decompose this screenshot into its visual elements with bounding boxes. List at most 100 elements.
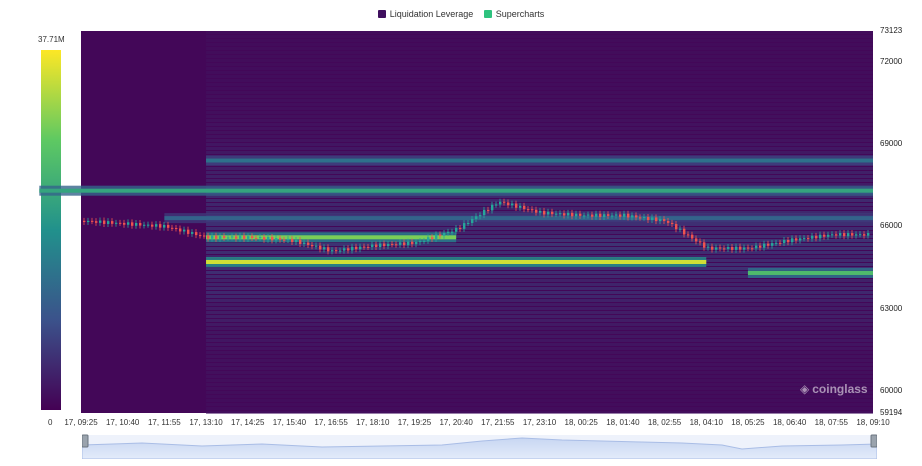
range-navigator[interactable] <box>82 433 877 459</box>
candle <box>831 234 834 236</box>
candle <box>827 234 830 237</box>
candle <box>803 238 806 240</box>
legend-swatch <box>377 10 386 18</box>
candle <box>755 245 758 249</box>
candle <box>199 235 202 237</box>
candle <box>263 237 266 240</box>
candle <box>251 236 254 239</box>
navigator-right-handle[interactable] <box>870 434 877 448</box>
heatmap-row <box>206 47 874 50</box>
candle <box>215 235 218 239</box>
heatmap-row <box>206 407 874 410</box>
heatmap-row <box>206 207 874 210</box>
candle <box>327 247 330 252</box>
x-tick-label: 17, 16:55 <box>314 418 348 427</box>
heatmap-row <box>206 83 874 86</box>
heatmap-row <box>206 71 874 74</box>
x-tick-label: 18, 09:10 <box>856 418 890 427</box>
candle <box>535 209 538 213</box>
x-tick-label: 17, 20:40 <box>439 418 473 427</box>
x-tick-label: 18, 07:55 <box>814 418 848 427</box>
candle <box>307 242 310 245</box>
heatmap-row <box>206 371 874 374</box>
candle <box>663 219 666 221</box>
heatmap-row <box>206 351 874 354</box>
candle <box>463 223 466 229</box>
candle <box>435 234 438 240</box>
candle <box>171 227 174 229</box>
candle <box>787 239 790 243</box>
heatmap-row <box>206 271 874 274</box>
candle <box>731 247 734 250</box>
candle <box>743 247 746 250</box>
y-tick-label: 73123 <box>880 26 903 35</box>
heatmap-row <box>206 315 874 318</box>
legend-label: Supercharts <box>495 9 545 19</box>
candle <box>343 248 346 251</box>
heatmap-row <box>206 151 874 154</box>
candle <box>691 234 694 239</box>
heatmap-row <box>206 363 874 366</box>
heatmap-row <box>206 55 874 58</box>
candle <box>191 232 194 234</box>
candle <box>423 240 426 242</box>
candle <box>783 239 786 243</box>
heatmap-row <box>206 239 874 242</box>
candle <box>227 237 230 239</box>
heatmap-row <box>206 335 874 338</box>
heatmap-row <box>206 375 874 378</box>
candle <box>231 236 234 238</box>
heatmap-row <box>206 175 874 178</box>
y-tick-label: 69000 <box>880 139 903 149</box>
legend-item-liquidation-leverage[interactable]: Liquidation Leverage <box>377 9 474 19</box>
heatmap-row <box>206 79 874 82</box>
candle <box>615 214 618 216</box>
candle <box>299 239 302 245</box>
heatmap-row <box>206 115 874 118</box>
heatmap-row <box>206 119 874 122</box>
candle <box>703 242 706 248</box>
heatmap-row <box>206 123 874 126</box>
candle <box>851 233 854 236</box>
candle <box>331 250 334 252</box>
candle <box>375 244 378 248</box>
x-tick-label: 17, 10:40 <box>105 418 140 427</box>
heatmap-row <box>206 359 874 362</box>
heatmap-row <box>206 231 874 234</box>
candle <box>379 243 382 248</box>
candle <box>675 224 678 230</box>
candle <box>411 241 414 245</box>
heatmap-row <box>206 91 874 94</box>
candle <box>563 213 566 216</box>
candle <box>467 222 470 224</box>
candle <box>167 224 170 228</box>
legend-swatch <box>483 10 492 18</box>
candle <box>711 246 714 250</box>
liquidation-band <box>39 188 873 193</box>
candle <box>207 235 210 239</box>
candle <box>415 242 418 245</box>
legend-item-supercharts[interactable]: Supercharts <box>483 9 545 19</box>
heatmap-row <box>206 235 874 238</box>
x-tick-label: 17, 23:10 <box>522 418 557 427</box>
candle <box>115 222 118 224</box>
candle <box>619 214 622 217</box>
candle <box>427 237 430 241</box>
candle <box>759 245 762 248</box>
candle <box>591 214 594 217</box>
candle <box>771 243 774 246</box>
heatmap-row <box>206 319 874 322</box>
candle <box>603 214 606 217</box>
candle <box>835 234 838 236</box>
candle <box>863 234 866 236</box>
candle <box>631 215 634 218</box>
candle <box>459 228 462 230</box>
legend-label: Liquidation Leverage <box>389 9 474 19</box>
candle <box>443 232 446 236</box>
heatmap-row <box>206 243 874 246</box>
navigator-left-handle[interactable] <box>82 434 89 448</box>
candle <box>683 228 686 235</box>
candle <box>187 229 190 234</box>
candle <box>555 213 558 215</box>
heatmap-row <box>206 111 874 114</box>
